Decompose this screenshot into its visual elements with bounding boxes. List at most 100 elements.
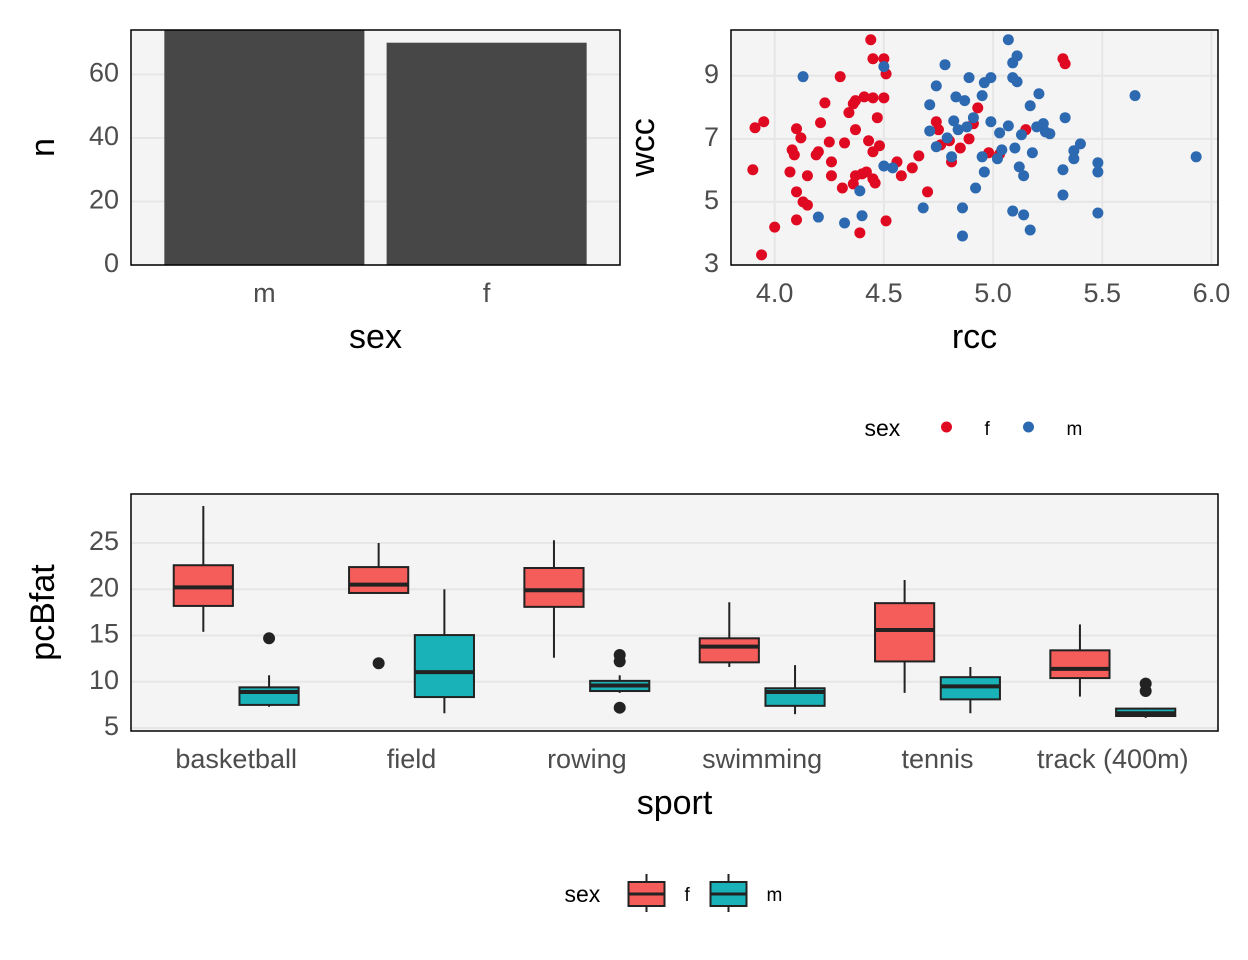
point xyxy=(939,59,951,71)
bar xyxy=(164,30,365,265)
point xyxy=(825,170,837,182)
outlier xyxy=(1139,685,1152,698)
point xyxy=(1044,128,1056,140)
y-tick-label: 40 xyxy=(89,121,119,151)
point xyxy=(1015,129,1027,141)
point xyxy=(834,71,846,83)
point xyxy=(784,166,796,178)
point xyxy=(946,151,958,163)
legend-title: sex xyxy=(565,881,601,907)
panel-border xyxy=(130,493,1219,732)
y-tick-label: 25 xyxy=(89,526,119,556)
x-tick-label: track (400m) xyxy=(1037,744,1189,774)
point xyxy=(991,153,1003,165)
point xyxy=(976,90,988,102)
point xyxy=(858,91,870,103)
point xyxy=(854,227,866,239)
point xyxy=(1011,76,1023,88)
point xyxy=(1011,50,1023,62)
x-tick-label: m xyxy=(253,278,276,308)
point xyxy=(812,146,824,158)
point xyxy=(994,127,1006,139)
box xyxy=(348,566,410,594)
x-tick-label: 4.0 xyxy=(756,278,794,308)
y-axis-title: n xyxy=(24,138,62,157)
point xyxy=(972,102,984,114)
y-tick-label: 3 xyxy=(704,248,719,278)
point xyxy=(1190,151,1202,163)
outlier xyxy=(613,655,626,668)
point xyxy=(869,177,881,189)
point xyxy=(963,72,975,84)
legend-label: f xyxy=(985,419,991,440)
panel-background xyxy=(731,30,1218,265)
point xyxy=(978,166,990,178)
y-tick-label: 0 xyxy=(104,248,119,278)
point xyxy=(1092,157,1104,169)
point xyxy=(756,249,768,261)
x-tick-label: 5.5 xyxy=(1083,278,1121,308)
point xyxy=(1013,161,1025,173)
point xyxy=(819,97,831,109)
point xyxy=(985,72,997,84)
x-tick-label: 4.5 xyxy=(865,278,903,308)
panel-background xyxy=(131,494,1218,731)
point xyxy=(867,53,879,65)
point xyxy=(913,150,925,162)
outlier xyxy=(372,657,385,670)
point xyxy=(948,115,960,127)
point xyxy=(791,214,803,226)
y-tick-label: 10 xyxy=(89,665,119,695)
point xyxy=(878,61,890,73)
point xyxy=(825,156,837,168)
x-axis-title: rcc xyxy=(952,318,997,356)
point xyxy=(795,132,807,144)
y-tick-label: 20 xyxy=(89,185,119,215)
point xyxy=(843,107,855,119)
x-tick-label: f xyxy=(483,278,491,308)
outlier xyxy=(263,632,276,645)
legend-key xyxy=(1023,421,1034,433)
point xyxy=(1057,164,1069,176)
point xyxy=(985,116,997,128)
point xyxy=(967,112,979,124)
point xyxy=(1092,207,1104,219)
legend-key xyxy=(941,421,952,433)
point xyxy=(917,202,929,214)
x-tick-label: tennis xyxy=(901,744,973,774)
point xyxy=(1068,145,1080,157)
panel-border xyxy=(130,29,621,266)
y-axis-title: wcc xyxy=(624,118,662,178)
point xyxy=(976,151,988,163)
point xyxy=(952,124,964,136)
box xyxy=(413,634,475,699)
point xyxy=(950,91,962,103)
point xyxy=(791,123,803,135)
point xyxy=(812,211,824,223)
point xyxy=(941,132,953,144)
point xyxy=(959,95,971,107)
point xyxy=(865,34,877,46)
point xyxy=(956,202,968,214)
point xyxy=(871,112,883,124)
point xyxy=(1074,138,1086,150)
point xyxy=(906,162,918,174)
legend-label: m xyxy=(767,885,783,906)
point xyxy=(1068,153,1080,165)
point xyxy=(863,135,875,147)
point xyxy=(874,140,886,152)
point xyxy=(769,221,781,233)
point xyxy=(758,116,770,128)
point xyxy=(1059,58,1071,70)
point xyxy=(1002,34,1014,46)
point xyxy=(878,160,890,172)
x-axis-title: sport xyxy=(637,784,713,822)
point xyxy=(922,186,934,198)
y-tick-label: 60 xyxy=(89,58,119,88)
point xyxy=(996,144,1008,156)
point xyxy=(924,125,936,137)
legend-label: f xyxy=(685,885,691,906)
y-tick-label: 7 xyxy=(704,122,719,152)
point xyxy=(954,142,966,154)
